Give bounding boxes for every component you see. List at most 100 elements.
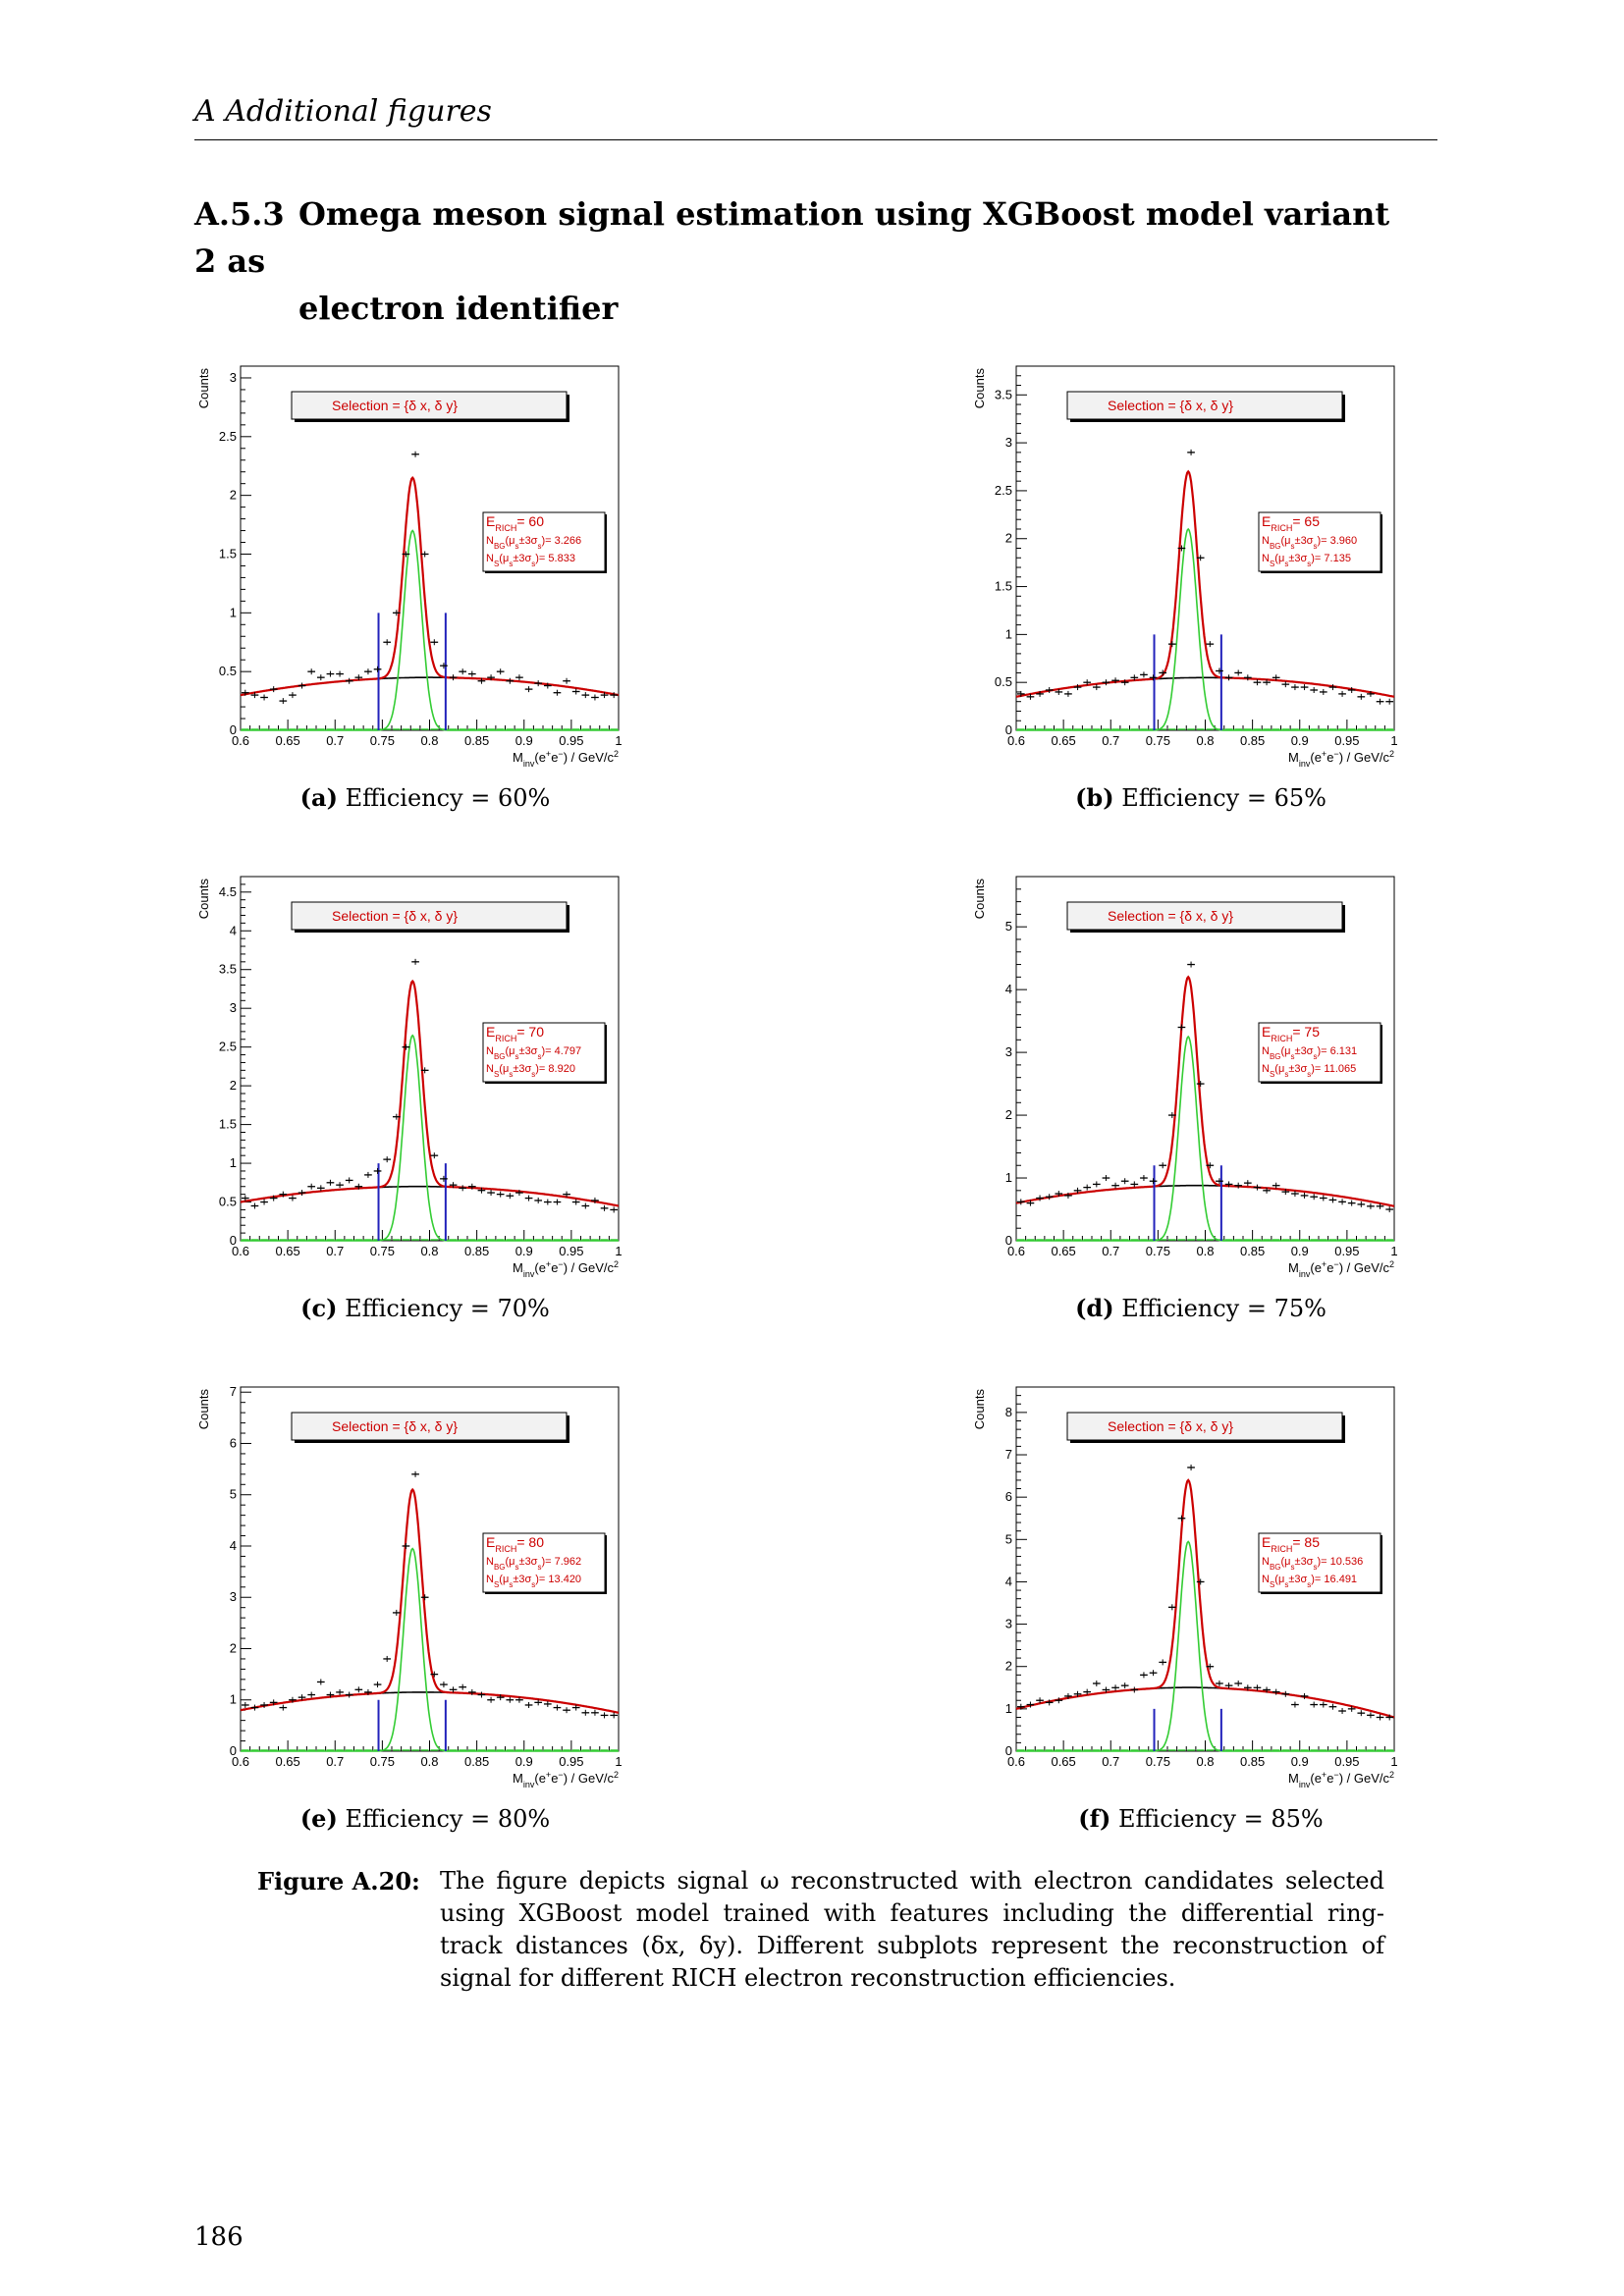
running-header: A Additional figures xyxy=(194,94,492,129)
plot-b-selection-box xyxy=(1066,391,1343,420)
caption-d-label: (d) xyxy=(1075,1294,1114,1322)
plot-a-y-axis-label: Counts xyxy=(196,368,211,409)
plot-f-x-tick-label: 0.9 xyxy=(1291,1754,1309,1769)
plot-a-x-tick-label: 0.95 xyxy=(559,733,583,748)
plot-c-x-tick-label: 0.6 xyxy=(232,1244,249,1258)
plot-f-x-tick-label: 0.85 xyxy=(1240,1754,1265,1769)
caption-a: (a) Efficiency = 60% xyxy=(194,783,656,812)
plot-f-y-tick-label: 6 xyxy=(1005,1489,1012,1504)
plot-e-y-tick-label: 1 xyxy=(230,1692,237,1707)
plot-a-gauss-signal xyxy=(241,529,619,731)
plot-d-x-tick-label: 1 xyxy=(1390,1244,1397,1258)
plot-a-y-tick-label: 1.5 xyxy=(219,546,237,561)
plot-a-stat-line: NS(μs±3σs)= 5.833 xyxy=(486,553,575,568)
plot-c-y-tick-label: 1 xyxy=(230,1155,237,1170)
plot-c-y-tick-label: 2 xyxy=(230,1078,237,1093)
plot-c-svg: 0.6 0.65 0.7 0.75 0.8 0.85 0.9 0.95 1Minv(e+e−) … xyxy=(196,876,623,1279)
plot-d-stats-box xyxy=(1258,1022,1381,1083)
plot-d-stat-line: NBG(μs±3σs)= 6.131 xyxy=(1262,1045,1357,1061)
plot-d-y-tick-label: 5 xyxy=(1005,919,1012,934)
plot-b-x-tick-label: 0.85 xyxy=(1240,733,1265,748)
plot-b-y-tick-label: 2.5 xyxy=(995,483,1012,498)
plot-a-y-tick-label: 0 xyxy=(230,722,237,737)
plot-e-total-fit xyxy=(240,1487,620,1714)
plot-f-selection-text: Selection = {δ x, δ y} xyxy=(1108,1418,1233,1434)
plot-c-x-axis-label: Minv(e+e−) / GeV/c2 xyxy=(513,1259,619,1279)
plot-c-y-tick-label: 4.5 xyxy=(219,884,237,899)
plot-a-x-tick-label: 0.65 xyxy=(275,733,299,748)
caption-c-text: Efficiency = 70% xyxy=(345,1295,550,1322)
plot-d-x-tick-label: 0.75 xyxy=(1146,1244,1170,1258)
plot-a-y-tick-label: 2.5 xyxy=(219,429,237,444)
plot-f-gauss-signal xyxy=(1016,1540,1394,1752)
caption-f: (f) Efficiency = 85% xyxy=(970,1804,1432,1833)
plot-a-selection-text: Selection = {δ x, δ y} xyxy=(332,398,458,413)
plot-f-stat-line: NBG(μs±3σs)= 10.536 xyxy=(1262,1556,1363,1572)
plot-f-y-tick-label: 3 xyxy=(1005,1617,1012,1631)
plot-f-y-tick-label: 0 xyxy=(1005,1743,1012,1758)
caption-e-text: Efficiency = 80% xyxy=(345,1805,551,1833)
plot-c-total-fit xyxy=(240,979,620,1207)
plot-a-x-tick-label: 0.85 xyxy=(464,733,489,748)
section-title-line2: electron identifier xyxy=(298,290,619,327)
plot-e-y-tick-label: 0 xyxy=(230,1743,237,1758)
plot-f-y-tick-label: 4 xyxy=(1005,1574,1012,1588)
plot-c-efficiency-text: ERICH= 70 xyxy=(486,1024,544,1043)
plot-b-y-tick-label: 1.5 xyxy=(995,579,1012,594)
plot-c-selection-box xyxy=(291,901,568,931)
plot-a-y-tick-label: 1 xyxy=(230,605,237,619)
plot-d-x-tick-label: 0.65 xyxy=(1051,1244,1075,1258)
plot-c-stat-line: NS(μs±3σs)= 8.920 xyxy=(486,1063,575,1079)
plot-a-selection-box xyxy=(291,391,568,420)
plot-e-selection-box xyxy=(291,1412,568,1441)
plot-b-y-tick-label: 1 xyxy=(1005,626,1012,641)
plot-d-y-tick-label: 0 xyxy=(1005,1233,1012,1248)
plot-c-x-tick-label: 0.95 xyxy=(559,1244,583,1258)
plot-a-x-tick-label: 1 xyxy=(615,733,622,748)
plot-d-y-tick-label: 3 xyxy=(1005,1044,1012,1059)
plot-f-x-tick-label: 0.65 xyxy=(1051,1754,1075,1769)
plot-f-y-tick-label: 7 xyxy=(1005,1447,1012,1462)
plot-b-x-tick-label: 0.9 xyxy=(1291,733,1309,748)
caption-b-text: Efficiency = 65% xyxy=(1121,784,1326,812)
plot-f-y-tick-label: 8 xyxy=(1005,1405,1012,1419)
plot-c-stats-box xyxy=(482,1022,606,1083)
plot-a-y-tick-label: 0.5 xyxy=(219,664,237,678)
plot-b-x-tick-label: 0.7 xyxy=(1102,733,1119,748)
plot-c-y-tick-label: 0.5 xyxy=(219,1195,237,1209)
plot-a-x-axis-label: Minv(e+e−) / GeV/c2 xyxy=(513,749,619,769)
plot-c-x-tick-label: 1 xyxy=(615,1244,622,1258)
plot-d-efficiency-text: ERICH= 75 xyxy=(1262,1024,1320,1043)
plot-d-svg: 0.6 0.65 0.7 0.75 0.8 0.85 0.9 0.95 1Minv(e+e−) … xyxy=(972,876,1398,1279)
plot-e-stat-line: NBG(μs±3σs)= 7.962 xyxy=(486,1556,581,1572)
caption-e: (e) Efficiency = 80% xyxy=(194,1804,656,1833)
caption-d-text: Efficiency = 75% xyxy=(1121,1295,1326,1322)
plot-f-x-tick-label: 1 xyxy=(1390,1754,1397,1769)
caption-d: (d) Efficiency = 75% xyxy=(970,1294,1432,1322)
plot-d-stat-line: NS(μs±3σs)= 11.065 xyxy=(1262,1063,1356,1079)
plot-c-y-tick-label: 3 xyxy=(230,1000,237,1015)
plot-a-stats-box xyxy=(482,511,606,572)
plot-d-x-axis-label: Minv(e+e−) / GeV/c2 xyxy=(1288,1259,1394,1279)
plot-e-y-tick-label: 7 xyxy=(230,1384,237,1399)
plot-panel-a: 0.6 0.65 0.7 0.75 0.8 0.85 0.9 0.95 1 Minv(e+e−) … xyxy=(194,359,656,812)
plot-e-y-tick-label: 3 xyxy=(230,1589,237,1604)
plot-c-y-tick-label: 0 xyxy=(230,1233,237,1248)
plot-a-y-tick-label: 2 xyxy=(230,488,237,503)
plot-b-x-axis-label: Minv(e+e−) / GeV/c2 xyxy=(1288,749,1394,769)
plot-c-x-tick-label: 0.75 xyxy=(370,1244,395,1258)
plot-b-x-tick-label: 0.8 xyxy=(1196,733,1214,748)
plot-e-svg: 0.6 0.65 0.7 0.75 0.8 0.85 0.9 0.95 1Minv(e+e−) … xyxy=(196,1384,623,1789)
plot-e-x-tick-label: 0.75 xyxy=(370,1754,395,1769)
plot-b-stat-line: NS(μs±3σs)= 7.135 xyxy=(1262,553,1351,568)
caption-f-text: Efficiency = 85% xyxy=(1117,1805,1324,1833)
plot-f-x-tick-label: 0.95 xyxy=(1334,1754,1359,1769)
caption-c: (c) Efficiency = 70% xyxy=(194,1294,656,1322)
plot-f-total-fit xyxy=(1015,1478,1395,1719)
caption-c-label: (c) xyxy=(300,1294,338,1322)
plot-d-y-axis-label: Counts xyxy=(972,879,987,920)
plot-b-selection-text: Selection = {δ x, δ y} xyxy=(1108,398,1233,413)
caption-b-label: (b) xyxy=(1075,783,1114,812)
plot-e-x-tick-label: 0.65 xyxy=(275,1754,299,1769)
plot-e-y-tick-label: 2 xyxy=(230,1640,237,1655)
